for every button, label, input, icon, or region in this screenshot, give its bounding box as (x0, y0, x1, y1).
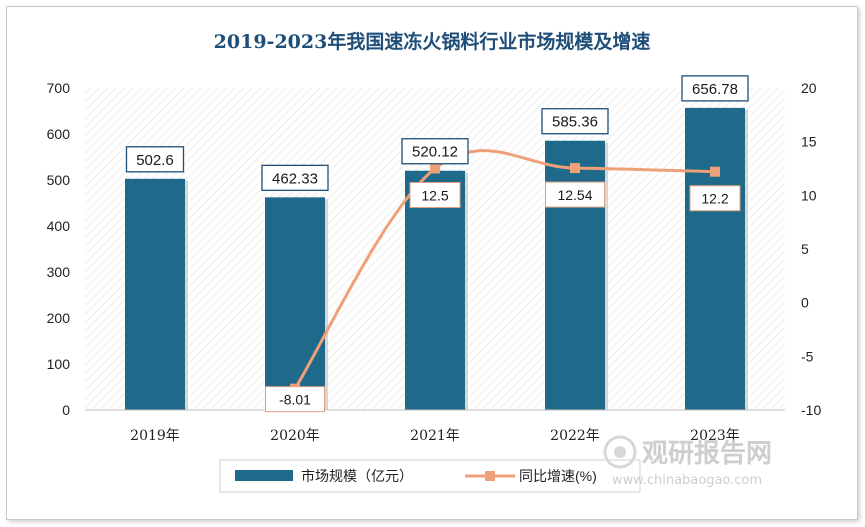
line-label-box (409, 182, 461, 208)
bar-label-box (681, 75, 749, 102)
bar-data-label: 462.33 (272, 170, 318, 187)
right-axis-tick: 0 (801, 295, 809, 311)
left-axis-tick: 0 (62, 402, 70, 418)
bar-data-label: 656.78 (692, 81, 738, 98)
bar (125, 178, 185, 410)
legend-line-marker (485, 471, 495, 481)
line-data-labels: -8.01 12.5 12.54 12.2 (265, 181, 741, 413)
left-axis-tick: 400 (47, 218, 71, 234)
bar (265, 197, 325, 410)
growth-marker (430, 163, 440, 174)
growth-line (293, 149, 716, 390)
bar-data-label: 520.12 (412, 144, 458, 161)
left-axis-tick: 600 (47, 126, 71, 142)
left-axis-tick: 200 (47, 310, 71, 326)
right-axis-tick: -5 (801, 348, 814, 364)
bar-data-label: 502.6 (136, 152, 174, 169)
category-tick: 2019年 (130, 428, 180, 444)
legend: 市场规模（亿元） 同比增速(%) (219, 459, 641, 493)
legend-bar-label: 市场规模（亿元） (301, 468, 413, 484)
left-axis-tick: 700 (47, 80, 71, 96)
left-axis-tick: 500 (47, 172, 71, 188)
bar (405, 170, 465, 410)
line-data-label: -8.01 (279, 392, 311, 408)
growth-marker (710, 166, 720, 177)
watermark-brand: 观研报告网 (642, 438, 772, 469)
bar-label-box (401, 138, 469, 165)
watermark: 观研报告网 www.chinabaogao.com (603, 435, 772, 488)
legend-line-label: 同比增速(%) (519, 468, 597, 484)
bar (545, 140, 605, 410)
right-axis: -10 -5 0 5 10 15 20 (801, 80, 821, 418)
category-tick: 2022年 (550, 428, 600, 444)
category-tick: 2020年 (270, 428, 320, 444)
category-axis: 2019年 2020年 2021年 2022年 2023年 (85, 409, 785, 444)
right-axis-tick: 20 (801, 80, 817, 96)
bar-data-labels: 502.6 462.33 520.12 585.36 656.78 (125, 75, 749, 191)
line-label-box (689, 185, 741, 212)
right-axis-tick: 15 (801, 134, 817, 150)
line-data-label: 12.54 (557, 187, 592, 203)
bar (685, 107, 745, 411)
right-axis-tick: 5 (801, 241, 809, 257)
bar-label-box (541, 108, 609, 135)
category-tick: 2023年 (690, 428, 740, 444)
line-data-label: 12.5 (421, 188, 448, 204)
left-axis-tick: 300 (47, 264, 71, 280)
growth-marker (570, 163, 580, 174)
chart-title: 2019-2023年我国速冻火锅料行业市场规模及增速 (214, 30, 651, 53)
right-axis-tick: -10 (801, 402, 821, 418)
right-axis-tick: 10 (801, 187, 817, 203)
category-tick: 2021年 (410, 428, 460, 444)
watermark-logo-icon (603, 435, 637, 469)
watermark-url: www.chinabaogao.com (612, 473, 762, 488)
bar-label-box (125, 146, 185, 173)
bar-data-label: 585.36 (552, 114, 598, 131)
line-label-box (545, 181, 605, 208)
line-data-label: 12.2 (701, 191, 728, 207)
left-axis-tick: 100 (47, 356, 71, 372)
bar-label-box (261, 164, 329, 191)
line-label-box (265, 386, 325, 413)
legend-bar-swatch (235, 470, 293, 481)
left-axis: 0 100 200 300 400 500 600 700 (47, 80, 71, 418)
